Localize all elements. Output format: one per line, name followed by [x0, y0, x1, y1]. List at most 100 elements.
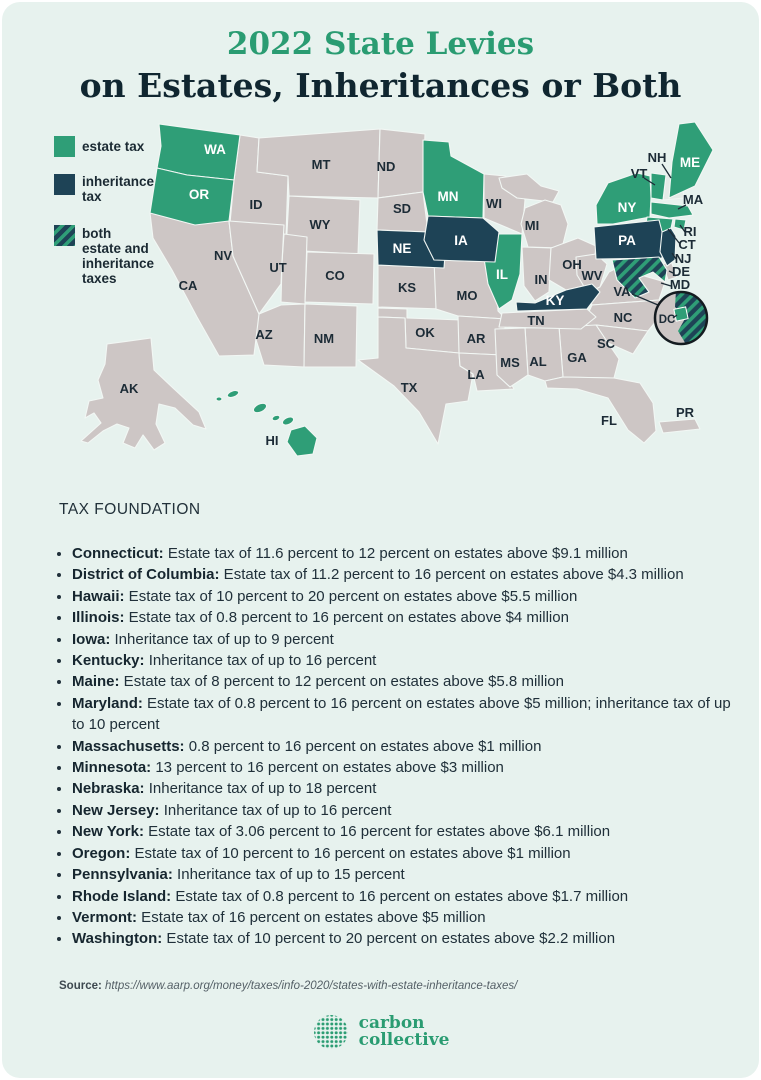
fact-item: Maine: Estate tax of 8 percent to 12 per… [72, 671, 740, 692]
state-vt [650, 172, 667, 201]
state-label-de: DE [672, 264, 690, 279]
fact-item: Maryland: Estate tax of 0.8 percent to 1… [72, 693, 740, 736]
state-label-ct: CT [678, 237, 695, 252]
state-mi [520, 199, 569, 249]
legend-label-inheritance: inheritance tax [82, 174, 155, 204]
fact-item: Nebraska: Inheritance tax of up to 18 pe… [72, 778, 740, 799]
state-label-ia: IA [454, 233, 468, 248]
inset-pointer-line [631, 293, 659, 306]
state-label-mo: MO [457, 288, 478, 303]
state-nv [228, 220, 285, 315]
state-label-wy: WY [310, 217, 331, 232]
state-fl [544, 376, 657, 444]
state-mi-upper [498, 173, 560, 203]
fact-item: Illinois: Estate tax of 0.8 percent to 1… [72, 607, 740, 628]
fact-item: Pennsylvania: Inheritance tax of up to 1… [72, 864, 740, 885]
state-pr [658, 418, 701, 434]
brand-wordmark-line2: collective [358, 1030, 450, 1050]
state-label-va: VA [613, 284, 631, 299]
legend-label-both: both estate and inheritance taxes [82, 226, 155, 286]
legend-swatch-estate [54, 136, 75, 157]
source-label: Source: [59, 980, 102, 992]
state-label-la: LA [467, 367, 485, 382]
fact-item: Massachusetts: 0.8 percent to 16 percent… [72, 736, 740, 757]
pointer-line-md [660, 282, 672, 287]
state-md [611, 256, 668, 299]
legend-label-estate: estate tax [82, 139, 145, 154]
state-label-mi: MI [525, 218, 539, 233]
state-hi [215, 389, 318, 457]
state-label-oh: OH [562, 257, 582, 272]
dc-square [673, 306, 689, 322]
pointer-line-nh [661, 163, 672, 179]
state-label-ma: MA [683, 192, 704, 207]
dc-inset: DC [631, 290, 709, 346]
page-subtitle: on Estates, Inheritances or Both [79, 66, 682, 105]
section-heading: TAX FOUNDATION [59, 501, 201, 518]
legend-swatch-inheritance [54, 174, 75, 195]
state-mn [422, 139, 485, 219]
state-label-ny: NY [618, 200, 637, 215]
state-label-tn: TN [527, 313, 544, 328]
state-label-md: MD [670, 277, 690, 292]
source-line: Source: https://www.aarp.org/money/taxes… [59, 980, 517, 992]
state-label-nj: NJ [675, 251, 692, 266]
state-nj [659, 227, 677, 267]
state-label-vt: VT [631, 166, 648, 181]
state-me [668, 121, 714, 199]
state-in [521, 246, 552, 302]
fact-item: Minnesota: 13 percent to 16 percent on e… [72, 757, 740, 778]
state-tx [357, 316, 474, 445]
state-label-ok: OK [415, 325, 435, 340]
fact-item: District of Columbia: Estate tax of 11.2… [72, 564, 740, 585]
state-label-ne: NE [393, 241, 412, 256]
state-label-mt: MT [312, 157, 331, 172]
state-label-nv: NV [214, 248, 232, 263]
fact-item: Washington: Estate tax of 10 percent to … [72, 928, 740, 949]
state-label-ak: AK [120, 381, 139, 396]
brand-wordmark-line1: carbon [358, 1013, 425, 1033]
state-label-mn: MN [438, 189, 459, 204]
us-map: DC WA OR MN IL NE IA KY PA NY ME MT ND S… [80, 121, 714, 457]
inset-circle [653, 290, 709, 346]
state-label-ut: UT [269, 260, 286, 275]
state-ms [494, 327, 529, 388]
state-label-hi: HI [266, 433, 279, 448]
state-label-ar: AR [467, 331, 486, 346]
brand-wordmark: carbon collective [359, 1015, 450, 1049]
state-label-ca: CA [179, 278, 198, 293]
state-label-ri: RI [684, 224, 697, 239]
state-label-ms: MS [500, 355, 520, 370]
state-label-nm: NM [314, 331, 334, 346]
fact-item: Rhode Island: Estate tax of 0.8 percent … [72, 886, 740, 907]
pointer-line-vt [643, 177, 656, 186]
pointer-line-ct [667, 228, 681, 245]
fact-item: Hawaii: Estate tax of 10 percent to 20 p… [72, 586, 740, 607]
fact-item: Oregon: Estate tax of 10 percent to 16 p… [72, 843, 740, 864]
state-label-wv: WV [582, 268, 603, 283]
fact-item: Connecticut: Estate tax of 11.6 percent … [72, 543, 740, 564]
state-label-il: IL [496, 267, 508, 282]
state-label-ky: KY [546, 293, 565, 308]
state-label-wi: WI [486, 196, 502, 211]
legend-swatch-both [54, 225, 75, 246]
facts-list: Connecticut: Estate tax of 11.6 percent … [52, 543, 740, 950]
state-tn [498, 308, 597, 330]
fact-item: Iowa: Inheritance tax of up to 9 percent [72, 629, 740, 650]
fact-item: New York: Estate tax of 3.06 percent to … [72, 821, 740, 842]
state-ia [423, 215, 500, 263]
state-label-al: AL [529, 354, 546, 369]
state-label-ks: KS [398, 280, 416, 295]
state-label-or: OR [189, 187, 210, 202]
logo-globe-icon [313, 1015, 348, 1049]
state-label-pr: PR [676, 405, 695, 420]
state-nm [303, 303, 358, 368]
state-ak [80, 337, 207, 451]
page-title: 2022 State Levies [226, 26, 535, 62]
pointer-line-ma [677, 204, 687, 210]
state-ky [515, 283, 601, 312]
state-label-az: AZ [255, 327, 272, 342]
pointer-line-nj [671, 252, 677, 260]
state-label-dc: DC [659, 314, 676, 326]
